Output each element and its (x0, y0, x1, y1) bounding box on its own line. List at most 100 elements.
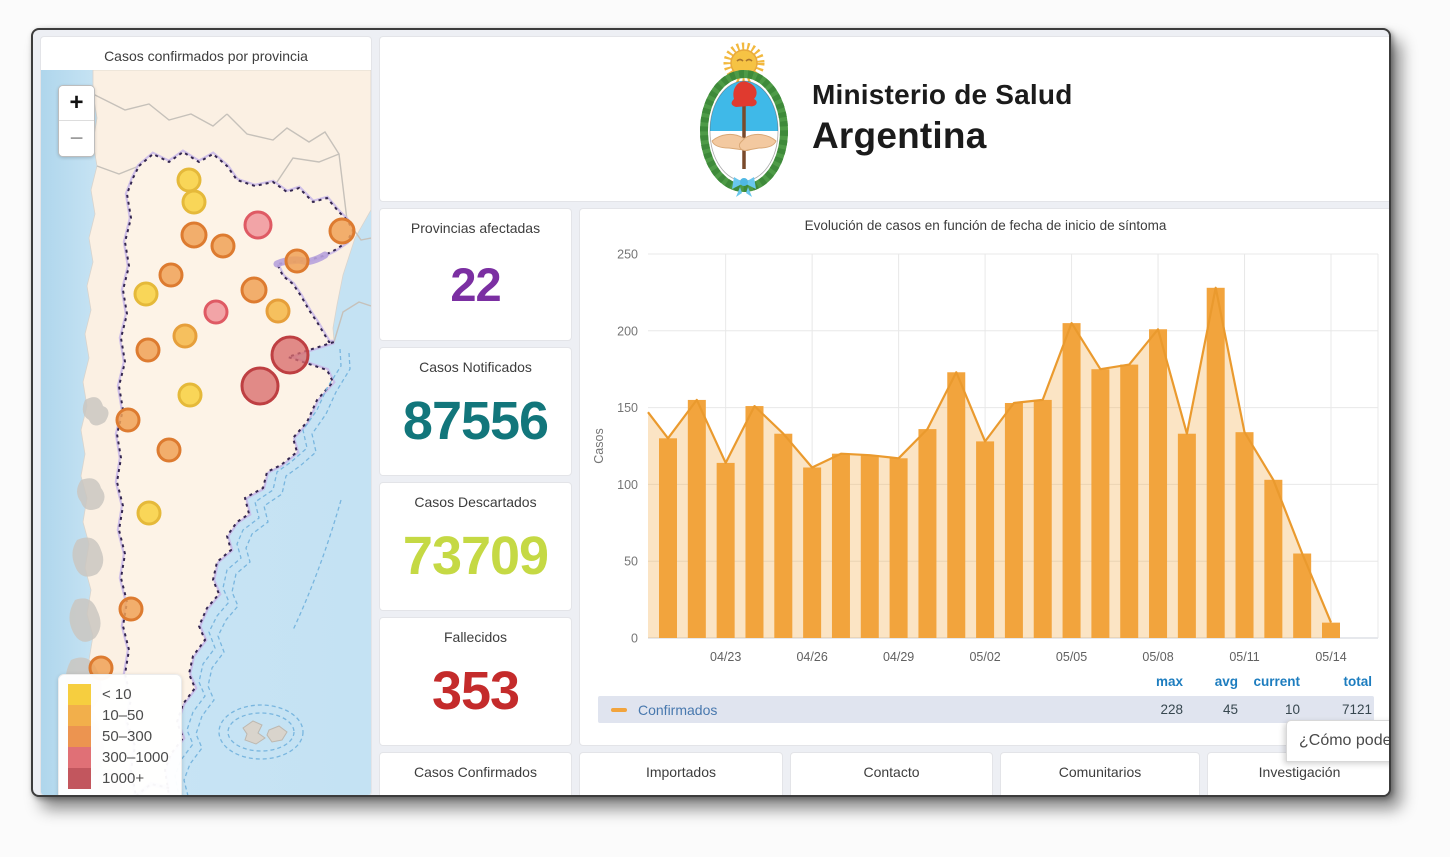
province-marker-10-50[interactable] (172, 323, 198, 349)
confirmados-series-dash-icon (611, 707, 627, 712)
svg-text:04/29: 04/29 (883, 650, 914, 664)
confirmados-bar-05/09[interactable] (1177, 433, 1196, 638)
confirmados-bar-05/08[interactable] (1149, 329, 1168, 638)
svg-text:04/23: 04/23 (710, 650, 741, 664)
province-marker-50-300[interactable] (210, 233, 236, 259)
confirmados-bar-04/23[interactable] (716, 462, 735, 638)
chart-title: Evolución de casos en función de fecha d… (804, 218, 1167, 233)
zoom-out-button[interactable]: − (59, 121, 94, 156)
province-marker-50-300[interactable] (240, 276, 268, 304)
province-case-markers[interactable] (88, 167, 356, 681)
legend-swatch (68, 768, 91, 789)
confirmados-bar-05/06[interactable] (1091, 369, 1110, 638)
confirmados-bar-05/07[interactable] (1120, 364, 1139, 638)
province-marker-300-1000[interactable] (203, 299, 229, 325)
country-name: Argentina (812, 115, 987, 156)
province-marker-10-50[interactable] (265, 298, 291, 324)
province-marker-50-300[interactable] (158, 262, 184, 288)
confirmados-bar-05/04[interactable] (1033, 399, 1052, 638)
confirmados-bar-04/27[interactable] (831, 453, 850, 638)
province-marker-lt10[interactable] (176, 167, 202, 193)
confirmados-bar-05/03[interactable] (1004, 402, 1023, 638)
map-panel: Casos confirmados por provincia (40, 36, 372, 795)
cases-evolution-chart[interactable]: 0 50 100 150 200 250 04/23 04/26 04/29 05/02 05/05… (580, 209, 1391, 667)
province-marker-lt10[interactable] (136, 500, 162, 526)
chat-widget-tooltip[interactable]: ¿Cómo pode (1286, 720, 1389, 762)
svg-text:05/05: 05/05 (1056, 650, 1087, 664)
province-marker-50-300[interactable] (284, 248, 310, 274)
confirmados-bar-04/21[interactable] (659, 438, 677, 638)
confirmados-bar-05/02[interactable] (976, 441, 995, 638)
stat-label: Provincias afectadas (410, 220, 541, 236)
svg-text:04/26: 04/26 (796, 650, 827, 664)
map-zoom-control: + − (58, 85, 95, 157)
province-marker-50-300[interactable] (118, 596, 144, 622)
province-marker-50-300[interactable] (180, 221, 208, 249)
argentina-map[interactable]: + − < 10 10–50 50–300 300–1000 1000+ (41, 69, 371, 795)
chart-legend-row[interactable]: Confirmados 228 45 10 7121 (598, 696, 1374, 723)
province-marker-50-300[interactable] (328, 217, 356, 245)
svg-text:05/11: 05/11 (1229, 650, 1259, 664)
confirmados-line (647, 286, 1333, 624)
zoom-in-button[interactable]: + (59, 86, 94, 121)
legend-item: 1000+ (68, 768, 181, 789)
stats-col-current: current (1253, 673, 1300, 689)
province-marker-50-300[interactable] (156, 437, 182, 463)
card-comunitarios: Comunitarios (1000, 752, 1200, 795)
province-marker-lt10[interactable] (133, 281, 159, 307)
shaking-hands (711, 133, 777, 151)
confirmados-bar-04/26[interactable] (803, 467, 822, 638)
stat-avg-value: 45 (1222, 702, 1238, 717)
svg-text:05/08: 05/08 (1142, 650, 1173, 664)
svg-text:200: 200 (617, 324, 638, 338)
confirmados-bar-05/12[interactable] (1264, 479, 1283, 638)
stat-max-value: 228 (1160, 702, 1183, 717)
header-card: Ministerio de Salud Argentina (379, 36, 1389, 202)
confirmados-bar-04/30[interactable] (918, 429, 937, 638)
card-label: Comunitarios (1058, 764, 1142, 780)
stat-value: 73709 (402, 526, 549, 586)
stat-value: 22 (450, 257, 501, 311)
province-marker-1000+[interactable] (240, 366, 280, 406)
svg-text:05/14: 05/14 (1315, 650, 1346, 664)
stat-card-casos-notificados: Casos Notificados 87556 (379, 347, 572, 476)
province-marker-50-300[interactable] (115, 407, 141, 433)
legend-swatch (68, 726, 91, 747)
stat-card-casos-descartados: Casos Descartados 73709 (379, 482, 572, 611)
confirmados-bar-04/24[interactable] (745, 406, 764, 638)
stat-card-casos-confirmados: Casos Confirmados (379, 752, 572, 795)
confirmados-bar-04/29[interactable] (889, 458, 908, 638)
neighbour-borders (92, 93, 371, 343)
province-marker-lt10[interactable] (177, 382, 203, 408)
legend-swatch (68, 705, 91, 726)
confirmados-bar-05/01[interactable] (947, 372, 966, 638)
legend-item: < 10 (68, 684, 181, 705)
sun-rays (723, 42, 765, 84)
confirmados-bar-04/22[interactable] (687, 399, 706, 638)
confirmados-bar-05/14[interactable] (1322, 622, 1340, 638)
province-marker-1000+[interactable] (270, 335, 310, 375)
confirmados-bar-05/05[interactable] (1062, 323, 1081, 638)
stats-col-max: max (1155, 673, 1183, 689)
province-marker-50-300[interactable] (135, 337, 161, 363)
chart-stats-header: max avg current total (598, 671, 1374, 691)
svg-text:150: 150 (617, 401, 638, 415)
province-marker-300-1000[interactable] (243, 210, 273, 240)
argentina-coat-of-arms (700, 42, 788, 197)
confirmados-bar-05/10[interactable] (1206, 287, 1225, 638)
svg-text:250: 250 (617, 248, 638, 262)
card-contacto: Contacto (790, 752, 993, 795)
stat-value: 87556 (402, 391, 549, 451)
stat-value: 353 (431, 661, 520, 721)
stat-total-value: 7121 (1341, 702, 1372, 717)
province-marker-lt10[interactable] (181, 189, 207, 215)
map-title: Casos confirmados por provincia (104, 48, 308, 64)
stats-col-total: total (1343, 673, 1373, 689)
ribbon-bow (732, 177, 756, 197)
stat-card-fallecidos: Fallecidos 353 (379, 617, 572, 746)
confirmados-bar-04/25[interactable] (774, 433, 793, 638)
legend-swatch (68, 747, 91, 768)
confirmados-bar-04/28[interactable] (860, 455, 879, 638)
confirmados-bar-05/13[interactable] (1293, 553, 1312, 638)
confirmados-bar-05/11[interactable] (1235, 432, 1254, 638)
